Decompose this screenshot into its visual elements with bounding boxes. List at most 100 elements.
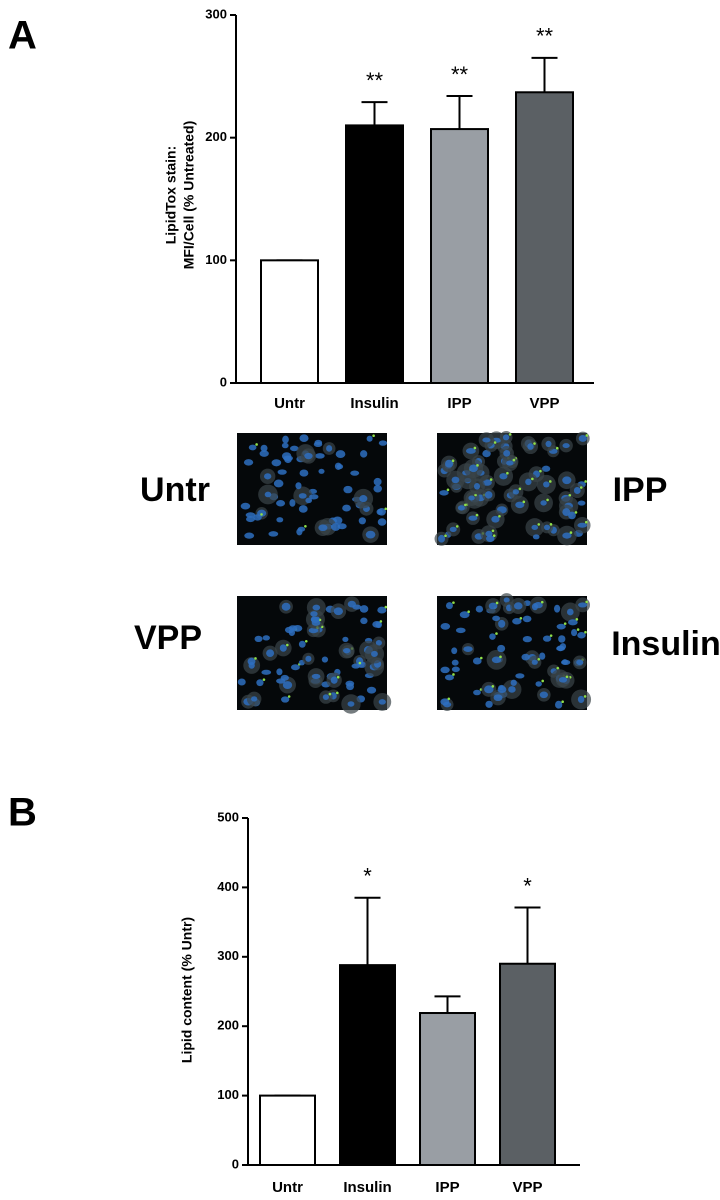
nucleus xyxy=(237,678,246,686)
micrograph-label: IPP xyxy=(613,471,668,509)
nucleus xyxy=(299,469,309,477)
nucleus xyxy=(283,455,293,461)
nucleus xyxy=(559,643,567,650)
x-tick-label: Untr xyxy=(274,395,305,412)
lipid-droplet xyxy=(254,657,257,660)
nucleus xyxy=(555,700,563,709)
lipid-droplet xyxy=(474,493,477,497)
lipid-droplet xyxy=(446,488,450,492)
nucleus xyxy=(515,501,525,509)
lipid-droplet xyxy=(584,630,587,634)
nucleus xyxy=(299,434,309,443)
nucleus xyxy=(503,597,510,603)
nucleus xyxy=(254,635,263,643)
lipid-droplet xyxy=(519,616,523,620)
lipid-droplet xyxy=(522,500,526,504)
nucleus xyxy=(290,445,299,452)
lipid-droplet xyxy=(518,487,522,491)
x-tick-label: IPP xyxy=(435,1179,459,1196)
nucleus xyxy=(377,606,387,614)
nucleus xyxy=(273,479,284,488)
nucleus xyxy=(298,505,308,513)
nucleus xyxy=(527,443,534,450)
micrograph-label: VPP xyxy=(134,619,202,657)
panel-label: B xyxy=(8,791,37,835)
lipid-droplet xyxy=(476,464,479,467)
micrograph-label: Insulin xyxy=(611,625,720,663)
lipid-droplet xyxy=(492,534,496,537)
nucleus xyxy=(279,644,287,652)
nucleus xyxy=(330,676,338,684)
nucleus xyxy=(562,508,571,517)
nucleus xyxy=(506,460,514,466)
lipid-droplet xyxy=(512,458,516,462)
nucleus xyxy=(295,482,302,490)
lipid-droplet xyxy=(372,434,375,437)
nucleus xyxy=(262,635,270,641)
lipid-droplet xyxy=(447,697,451,701)
nucleus xyxy=(271,459,282,467)
nucleus xyxy=(577,522,588,528)
y-tick-label: 100 xyxy=(205,252,227,267)
nucleus xyxy=(571,629,578,637)
nucleus xyxy=(365,530,376,539)
lipid-droplet xyxy=(539,469,542,473)
nucleus xyxy=(573,487,581,494)
nucleus xyxy=(244,532,255,539)
nucleus xyxy=(359,605,369,613)
nucleus xyxy=(553,604,561,613)
lipid-droplet xyxy=(491,685,495,688)
bar xyxy=(339,964,396,1166)
nucleus xyxy=(535,681,542,687)
x-tick-label: Insulin xyxy=(343,1179,391,1196)
lipid-droplet xyxy=(384,507,388,511)
x-tick-label: VPP xyxy=(529,395,559,412)
lipid-droplet xyxy=(574,511,578,514)
lipid-droplet xyxy=(464,503,467,507)
nucleus xyxy=(512,489,520,495)
nucleus xyxy=(334,462,342,470)
lipid-droplet xyxy=(335,691,339,695)
nucleus xyxy=(290,664,300,671)
nucleus xyxy=(539,691,549,699)
y-axis-label: Lipid content (% Untr) xyxy=(179,917,195,1063)
nucleus xyxy=(475,605,484,613)
lipid-droplet xyxy=(508,433,512,436)
lipid-droplet xyxy=(498,514,501,518)
micrograph xyxy=(437,593,592,711)
nucleus xyxy=(484,685,494,694)
y-tick-label: 0 xyxy=(220,374,227,389)
nucleus xyxy=(322,694,329,700)
nucleus xyxy=(297,526,306,532)
nucleus xyxy=(304,452,313,460)
lipid-droplet xyxy=(561,700,564,703)
nucleus xyxy=(342,504,351,512)
lipid-droplet xyxy=(584,480,587,483)
nucleus xyxy=(485,700,493,708)
nucleus xyxy=(263,473,272,480)
lipid-droplet xyxy=(495,632,498,635)
nucleus xyxy=(308,627,319,634)
lipid-droplet xyxy=(452,673,455,676)
nucleus xyxy=(276,678,286,684)
nucleus xyxy=(366,686,377,694)
nucleus xyxy=(315,453,325,459)
nucleus xyxy=(522,615,532,623)
nucleus xyxy=(318,468,325,474)
nucleus xyxy=(562,476,572,485)
nucleus xyxy=(281,696,290,703)
bar xyxy=(499,962,556,1166)
micrograph xyxy=(434,430,591,546)
nucleus xyxy=(566,608,574,616)
y-tick-label: 300 xyxy=(205,6,227,21)
bar xyxy=(260,259,319,385)
nucleus xyxy=(305,655,312,662)
nucleus xyxy=(313,441,323,447)
nucleus xyxy=(488,602,498,610)
nucleus xyxy=(282,435,289,444)
nucleus xyxy=(482,479,492,486)
nucleus xyxy=(510,679,517,686)
nucleus xyxy=(455,627,466,634)
lipid-droplet xyxy=(495,601,499,605)
y-tick-label: 500 xyxy=(217,809,239,824)
